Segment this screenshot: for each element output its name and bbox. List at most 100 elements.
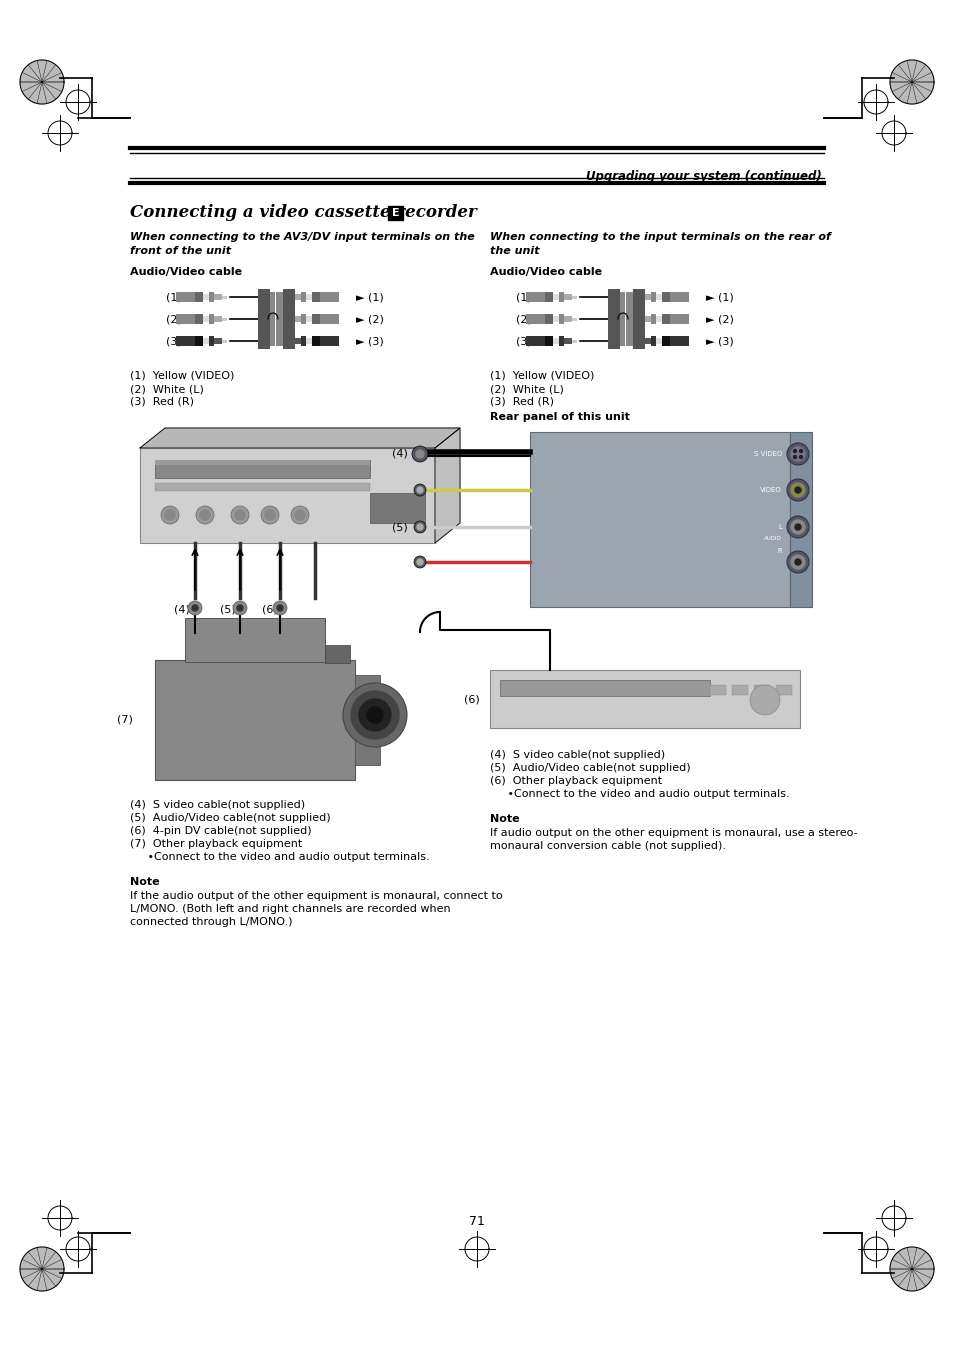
Bar	[154, 484, 370, 490]
Bar	[572, 340, 577, 343]
Circle shape	[276, 605, 283, 611]
Text: (5): (5)	[220, 605, 235, 615]
Text: •Connect to the video and audio output terminals.: •Connect to the video and audio output t…	[490, 789, 789, 798]
Bar	[656, 295, 661, 300]
Bar	[669, 336, 688, 346]
Text: (4): (4)	[173, 605, 190, 615]
Circle shape	[414, 484, 426, 496]
Text: (2)  White (L): (2) White (L)	[490, 384, 563, 394]
Text: (1): (1)	[166, 293, 182, 303]
Text: ► (3): ► (3)	[705, 336, 733, 347]
Text: (1)  Yellow (VIDEO): (1) Yellow (VIDEO)	[490, 372, 594, 381]
Bar	[656, 316, 661, 322]
Circle shape	[793, 455, 796, 458]
Polygon shape	[140, 428, 459, 449]
Circle shape	[790, 447, 804, 461]
Bar	[731, 685, 747, 694]
Circle shape	[231, 507, 249, 524]
Text: (2)  White (L): (2) White (L)	[130, 384, 204, 394]
Text: AUDIO: AUDIO	[763, 536, 781, 542]
Bar	[288, 317, 293, 322]
Bar	[642, 338, 650, 345]
Bar	[709, 685, 725, 694]
Bar	[154, 459, 370, 465]
Bar	[525, 313, 544, 324]
Circle shape	[799, 455, 801, 458]
Circle shape	[790, 520, 804, 534]
Circle shape	[416, 524, 422, 530]
Text: (4)  S video cable(not supplied): (4) S video cable(not supplied)	[130, 800, 305, 811]
Bar	[209, 336, 213, 346]
Text: monaural conversion cable (not supplied).: monaural conversion cable (not supplied)…	[490, 842, 725, 851]
Bar	[558, 336, 563, 346]
Bar	[312, 292, 319, 303]
Bar	[275, 292, 283, 346]
Bar	[209, 313, 213, 324]
Bar	[490, 670, 800, 728]
Bar	[633, 289, 644, 349]
Bar	[222, 296, 227, 299]
Bar	[301, 292, 306, 303]
Bar	[293, 295, 301, 300]
Text: ► (1): ► (1)	[355, 293, 383, 303]
Bar	[319, 313, 338, 324]
Text: (6): (6)	[262, 605, 277, 615]
Text: (5)  Audio/Video cable(not supplied): (5) Audio/Video cable(not supplied)	[490, 763, 690, 773]
Bar	[301, 336, 306, 346]
Circle shape	[161, 507, 179, 524]
Circle shape	[200, 509, 210, 520]
Text: (3)  Red (R): (3) Red (R)	[130, 397, 193, 407]
Bar	[194, 313, 203, 324]
Bar	[544, 336, 553, 346]
Bar	[661, 336, 669, 346]
Polygon shape	[20, 59, 64, 104]
Circle shape	[414, 557, 426, 567]
Circle shape	[358, 698, 391, 731]
Circle shape	[799, 450, 801, 453]
Bar	[544, 313, 553, 324]
Text: (6)  Other playback equipment: (6) Other playback equipment	[490, 775, 661, 786]
Bar	[619, 292, 624, 346]
Bar	[213, 338, 222, 345]
Text: (7): (7)	[117, 715, 132, 725]
Bar	[185, 617, 325, 662]
Bar	[572, 296, 577, 299]
Bar	[753, 685, 769, 694]
Circle shape	[273, 601, 287, 615]
Text: front of the unit: front of the unit	[130, 246, 231, 255]
Bar	[563, 295, 572, 300]
Bar	[306, 295, 312, 300]
Text: (5)  Audio/Video cable(not supplied): (5) Audio/Video cable(not supplied)	[130, 813, 331, 823]
Bar	[288, 340, 293, 343]
Text: 71: 71	[469, 1215, 484, 1228]
Text: When connecting to the input terminals on the rear of: When connecting to the input terminals o…	[490, 232, 830, 242]
Bar	[293, 338, 301, 345]
Text: Note: Note	[490, 815, 519, 824]
Bar	[661, 292, 669, 303]
Bar	[222, 317, 227, 322]
Bar	[222, 340, 227, 343]
Text: (4): (4)	[392, 449, 408, 459]
Circle shape	[233, 601, 247, 615]
Bar	[175, 336, 194, 346]
Circle shape	[294, 509, 305, 520]
Text: (5): (5)	[392, 521, 408, 532]
Bar	[650, 292, 656, 303]
Circle shape	[793, 450, 796, 453]
Circle shape	[749, 685, 780, 715]
Text: If the audio output of the other equipment is monaural, connect to: If the audio output of the other equipme…	[130, 892, 502, 901]
Bar	[257, 289, 270, 349]
Bar	[669, 292, 688, 303]
Circle shape	[794, 559, 801, 565]
Bar	[553, 295, 558, 300]
Bar	[499, 680, 709, 696]
Polygon shape	[435, 428, 459, 543]
Circle shape	[351, 690, 398, 739]
Text: ► (2): ► (2)	[355, 315, 383, 326]
Text: ► (3): ► (3)	[355, 336, 383, 347]
Circle shape	[412, 446, 428, 462]
Text: Note: Note	[130, 877, 159, 888]
Bar	[638, 296, 642, 299]
Bar	[625, 292, 633, 346]
Text: S VIDEO: S VIDEO	[753, 451, 781, 457]
